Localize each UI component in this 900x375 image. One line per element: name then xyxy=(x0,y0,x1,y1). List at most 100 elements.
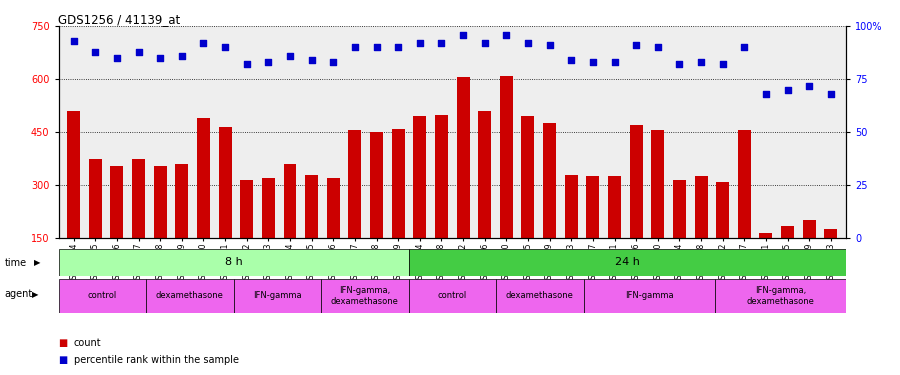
Bar xyxy=(370,132,383,291)
Point xyxy=(304,57,319,63)
Point xyxy=(239,62,254,68)
Point xyxy=(608,59,622,65)
Point xyxy=(434,40,448,46)
Bar xyxy=(583,279,715,313)
Bar xyxy=(68,111,80,291)
Point xyxy=(283,53,297,59)
Point xyxy=(88,49,103,55)
Point xyxy=(500,32,514,38)
Bar xyxy=(111,166,123,291)
Bar xyxy=(219,127,231,291)
Point xyxy=(478,40,492,46)
Point xyxy=(780,87,795,93)
Text: dexamethasone: dexamethasone xyxy=(156,291,224,300)
Bar xyxy=(132,159,145,291)
Point xyxy=(326,59,340,65)
Bar xyxy=(695,176,707,291)
Bar xyxy=(327,178,339,291)
Text: 8 h: 8 h xyxy=(225,257,242,267)
Bar xyxy=(760,233,772,291)
Bar xyxy=(197,118,210,291)
Point xyxy=(67,38,81,44)
Bar xyxy=(500,76,513,291)
Bar xyxy=(176,164,188,291)
Text: dexamethasone: dexamethasone xyxy=(506,291,573,300)
Text: agent: agent xyxy=(4,290,32,299)
Bar xyxy=(478,111,491,291)
Bar xyxy=(521,116,535,291)
Bar xyxy=(715,279,846,313)
Bar xyxy=(348,130,362,291)
Bar xyxy=(435,114,448,291)
Point xyxy=(586,59,600,65)
Bar xyxy=(409,279,496,313)
Text: ▶: ▶ xyxy=(34,258,40,267)
Point xyxy=(564,57,579,63)
Bar xyxy=(608,176,621,291)
Point xyxy=(759,91,773,97)
Text: ▶: ▶ xyxy=(32,290,39,299)
Bar xyxy=(673,180,686,291)
Bar xyxy=(89,159,102,291)
Point xyxy=(153,55,167,61)
Text: ■: ■ xyxy=(58,355,68,365)
Bar xyxy=(392,129,405,291)
Bar xyxy=(824,229,837,291)
Bar xyxy=(233,279,321,313)
Text: time: time xyxy=(4,258,27,267)
Bar xyxy=(803,220,815,291)
Point xyxy=(131,49,146,55)
Text: percentile rank within the sample: percentile rank within the sample xyxy=(74,355,238,365)
Text: GDS1256 / 41139_at: GDS1256 / 41139_at xyxy=(58,13,181,26)
Bar xyxy=(262,178,274,291)
Point xyxy=(802,82,816,88)
Bar xyxy=(565,175,578,291)
Bar xyxy=(240,180,253,291)
Bar xyxy=(284,164,296,291)
Point xyxy=(694,59,708,65)
Point xyxy=(369,45,383,51)
Point xyxy=(521,40,535,46)
Bar xyxy=(652,130,664,291)
Bar xyxy=(154,166,166,291)
Point xyxy=(110,55,124,61)
Bar xyxy=(781,226,794,291)
Bar xyxy=(456,78,470,291)
Bar xyxy=(305,175,318,291)
Point xyxy=(629,42,643,48)
Text: ■: ■ xyxy=(58,338,68,348)
Point xyxy=(824,91,838,97)
Point xyxy=(218,45,232,51)
Point xyxy=(456,32,471,38)
Point xyxy=(672,62,687,68)
Bar xyxy=(496,279,583,313)
Bar xyxy=(587,176,599,291)
Bar xyxy=(630,125,643,291)
Point xyxy=(737,45,751,51)
Point xyxy=(175,53,189,59)
Bar xyxy=(58,249,409,276)
Text: IFN-gamma,
dexamethasone: IFN-gamma, dexamethasone xyxy=(331,286,399,306)
Point xyxy=(412,40,427,46)
Point xyxy=(651,45,665,51)
Bar xyxy=(321,279,409,313)
Point xyxy=(543,42,557,48)
Text: control: control xyxy=(437,291,467,300)
Bar xyxy=(58,279,146,313)
Point xyxy=(391,45,405,51)
Point xyxy=(716,62,730,68)
Bar xyxy=(409,249,846,276)
Bar xyxy=(738,130,751,291)
Bar xyxy=(413,116,427,291)
Point xyxy=(347,45,362,51)
Text: IFN-gamma,
dexamethasone: IFN-gamma, dexamethasone xyxy=(746,286,814,306)
Point xyxy=(261,59,275,65)
Bar xyxy=(146,279,233,313)
Point xyxy=(196,40,211,46)
Bar xyxy=(543,123,556,291)
Bar xyxy=(716,182,729,291)
Text: IFN-gamma: IFN-gamma xyxy=(625,291,673,300)
Text: 24 h: 24 h xyxy=(615,257,640,267)
Text: count: count xyxy=(74,338,102,348)
Text: control: control xyxy=(87,291,117,300)
